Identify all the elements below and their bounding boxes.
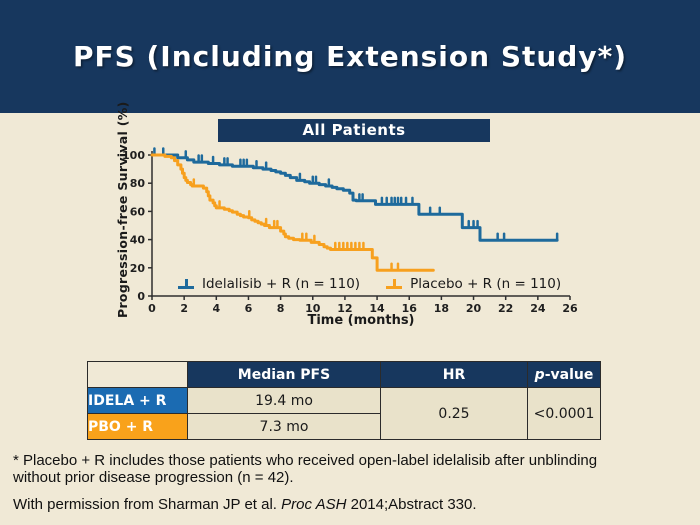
header-band: PFS (Including Extension Study*): [0, 0, 700, 113]
permission-citation-italic: Proc ASH: [281, 495, 347, 513]
idela-median-pfs: 19.4 mo: [187, 387, 381, 414]
legend-label-placebo: Placebo + R (n = 110): [410, 276, 562, 292]
x-axis-title: Time (months): [307, 313, 415, 328]
y-tick-label: 20: [130, 262, 146, 275]
header-median-pfs: Median PFS: [187, 361, 381, 388]
p-value: <0.0001: [527, 387, 601, 440]
p-value-italic: p: [534, 366, 545, 383]
chart-legend: Idelalisib + R (n = 110) Placebo + R (n …: [178, 276, 561, 292]
table-row: PBO + R 7.3 mo: [87, 413, 601, 440]
row-label-pbo: PBO + R: [87, 413, 188, 440]
x-tick-label: 2: [180, 302, 188, 315]
legend-label-idelalisib: Idelalisib + R (n = 110): [202, 276, 361, 292]
y-tick-label: 100: [122, 149, 145, 162]
footnote-line-1: * Placebo + R includes those patients wh…: [13, 452, 598, 469]
footnote-line-2: without prior disease progression (n = 4…: [13, 469, 294, 487]
footnote-permission: With permission from Sharman JP et al. P…: [13, 496, 685, 513]
header-hr: HR: [380, 361, 528, 388]
table-header-row: Median PFS HR p-value: [87, 361, 601, 388]
results-table: Median PFS HR p-value IDELA + R 19.4 mo …: [87, 361, 601, 440]
hr-value: 0.25: [380, 387, 528, 440]
y-tick-label: 60: [130, 205, 146, 218]
km-curve-1: [150, 153, 435, 272]
x-tick-label: 8: [277, 302, 285, 315]
footnote-asterisk: * Placebo + R includes those patients wh…: [13, 452, 685, 487]
permission-prefix: With permission from Sharman JP et al.: [13, 495, 282, 513]
x-tick-label: 6: [245, 302, 253, 315]
x-tick-label: 12: [337, 302, 352, 315]
x-tick-label: 10: [305, 302, 321, 315]
x-tick-label: 26: [562, 302, 578, 315]
x-tick-label: 20: [466, 302, 482, 315]
x-tick-label: 0: [148, 302, 156, 315]
table-corner-cell: [87, 361, 188, 388]
censor-marker-icon: [178, 278, 194, 290]
x-tick-label: 22: [498, 302, 513, 315]
km-curve-0: [150, 153, 559, 242]
y-tick-label: 40: [130, 234, 146, 247]
pbo-median-pfs: 7.3 mo: [187, 413, 381, 440]
page-title: PFS (Including Extension Study*): [72, 40, 628, 73]
footnotes: * Placebo + R includes those patients wh…: [13, 452, 685, 513]
legend-item-idelalisib: Idelalisib + R (n = 110): [178, 276, 360, 292]
y-tick-label: 0: [137, 290, 145, 303]
x-tick-label: 4: [212, 302, 220, 315]
x-tick-label: 24: [530, 302, 546, 315]
permission-suffix: 2014;Abstract 330.: [346, 495, 477, 513]
censor-marker-icon: [386, 278, 403, 290]
y-axis-title: Progression-free Survival (%): [115, 101, 130, 318]
all-patients-banner: All Patients: [218, 119, 490, 142]
y-tick-label: 80: [130, 177, 146, 190]
table-row: IDELA + R 19.4 mo 0.25 <0.0001: [87, 387, 601, 440]
x-tick-label: 18: [434, 302, 449, 315]
header-p-value: p-value: [527, 361, 601, 388]
x-tick-label: 14: [369, 302, 385, 315]
p-value-suffix: -value: [544, 366, 594, 383]
row-label-idela: IDELA + R: [87, 387, 188, 414]
x-tick-label: 16: [402, 302, 418, 315]
legend-item-placebo: Placebo + R (n = 110): [386, 276, 561, 292]
